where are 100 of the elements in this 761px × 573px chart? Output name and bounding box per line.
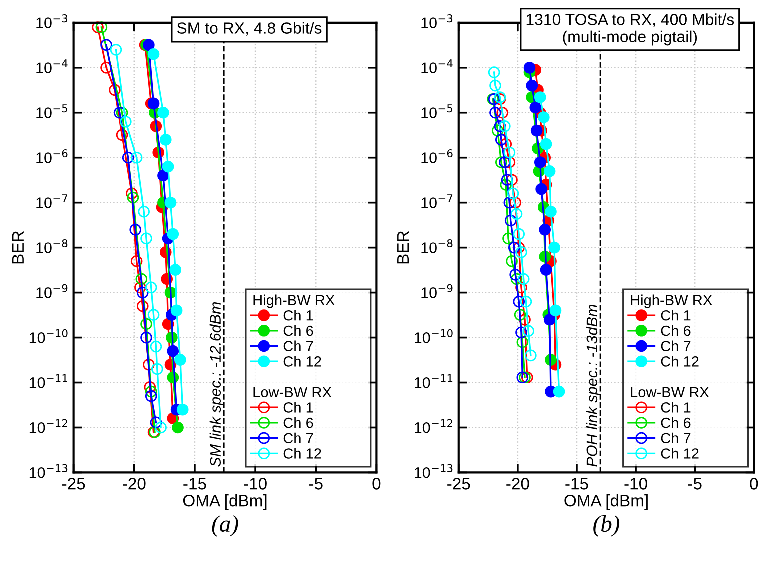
text: (b)	[594, 515, 620, 537]
point	[162, 160, 174, 173]
point	[516, 336, 529, 348]
point	[510, 273, 523, 286]
point	[164, 196, 177, 209]
legend-label: Ch 12	[661, 448, 699, 459]
point	[548, 242, 560, 254]
point	[516, 246, 528, 258]
point	[140, 332, 152, 344]
point	[538, 112, 550, 124]
y-tick-label: 10$^{−11}$	[415, 374, 453, 388]
point	[513, 242, 526, 254]
point	[500, 179, 512, 191]
y-tick-label: 10$^{−6}$	[36, 149, 68, 164]
ref-line-label: POH link spec.: -13dBm	[586, 305, 601, 467]
x-tick-label: 0	[750, 478, 758, 490]
y-tick-label: 10$^{−4}$	[36, 60, 68, 74]
point	[167, 345, 180, 358]
chart-subtitle: (multi-mode pigtail)	[563, 30, 698, 46]
point	[160, 134, 172, 146]
point	[516, 372, 529, 384]
y-tick-label: 10$^{−10}$	[30, 329, 68, 344]
point	[522, 325, 534, 338]
y-tick-label: 10$^{−5}$	[36, 104, 68, 118]
point	[504, 146, 516, 159]
point	[499, 120, 511, 132]
x-tick-label: -15	[184, 478, 206, 490]
point	[496, 106, 508, 119]
legend-label: Ch 6	[284, 325, 314, 336]
point	[507, 188, 520, 200]
point	[550, 304, 562, 317]
x-tick-label: -20	[123, 478, 146, 490]
point	[514, 309, 526, 321]
point	[510, 196, 522, 209]
point	[504, 196, 516, 209]
point	[148, 98, 160, 110]
x-tick-label: -5	[309, 478, 323, 490]
y-tick-label: 10$^{−12}$	[415, 419, 452, 434]
point	[114, 106, 126, 119]
point	[508, 242, 520, 254]
y-tick-label: 10$^{−8}$	[36, 239, 68, 254]
point	[144, 381, 156, 394]
point	[530, 102, 542, 114]
point	[143, 39, 155, 52]
point	[553, 386, 566, 398]
x-tick-label: 0	[372, 478, 381, 490]
y-tick-label: 10$^{−12}$	[30, 419, 68, 434]
point	[145, 390, 158, 402]
y-tick-label: 10$^{−3}$	[422, 14, 453, 28]
point	[502, 232, 514, 245]
text: Low-BW RX	[254, 387, 332, 398]
point	[127, 192, 140, 204]
text: High-BW RX	[631, 294, 712, 308]
legend-label: Ch 1	[661, 402, 691, 413]
point	[152, 363, 164, 376]
point	[499, 156, 511, 168]
point	[116, 129, 128, 142]
legend-label: Ch 12	[661, 356, 699, 367]
point	[174, 354, 186, 366]
point	[513, 228, 526, 240]
point	[496, 156, 508, 168]
y-tick-label: 10$^{−11}$	[30, 374, 68, 388]
point	[520, 296, 532, 308]
point	[110, 44, 122, 56]
y-tick-label: 10$^{−4}$	[422, 60, 453, 74]
text: High-BW RX	[254, 294, 335, 308]
x-tick-label: -5	[688, 478, 702, 490]
point	[143, 358, 155, 371]
point	[525, 350, 537, 362]
point	[534, 92, 546, 104]
y-tick-label: 10$^{−7}$	[422, 194, 453, 208]
point	[176, 404, 189, 416]
point	[504, 214, 517, 227]
text: Low-BW RX	[631, 387, 710, 398]
point	[136, 286, 149, 299]
x-tick-label: -10	[244, 478, 267, 490]
y-tick-label: 10$^{−13}$	[415, 464, 453, 478]
y-tick-label: 10$^{−3}$	[36, 14, 68, 28]
point	[524, 62, 536, 74]
legend-label: Ch 7	[284, 432, 314, 444]
point	[521, 372, 534, 384]
point	[516, 326, 528, 339]
point	[126, 188, 138, 200]
point	[155, 422, 167, 434]
chart-title: 1310 TOSA to RX, 400 Mbit/s	[526, 14, 734, 28]
legend-label: Ch 6	[661, 325, 691, 336]
point	[504, 156, 516, 168]
ref-line-label: SM link spec.: -12.6dBm	[210, 302, 224, 467]
point	[544, 166, 556, 178]
point	[534, 156, 546, 168]
x-tick-label: -20	[506, 478, 530, 490]
point	[136, 273, 148, 286]
point	[150, 340, 162, 353]
legend-label: Ch 1	[284, 310, 314, 321]
point	[530, 124, 543, 137]
x-tick-label: -25	[448, 478, 470, 490]
point	[158, 106, 170, 119]
point	[148, 309, 160, 321]
point	[510, 208, 523, 220]
y-tick-label: 10$^{−5}$	[422, 104, 453, 118]
